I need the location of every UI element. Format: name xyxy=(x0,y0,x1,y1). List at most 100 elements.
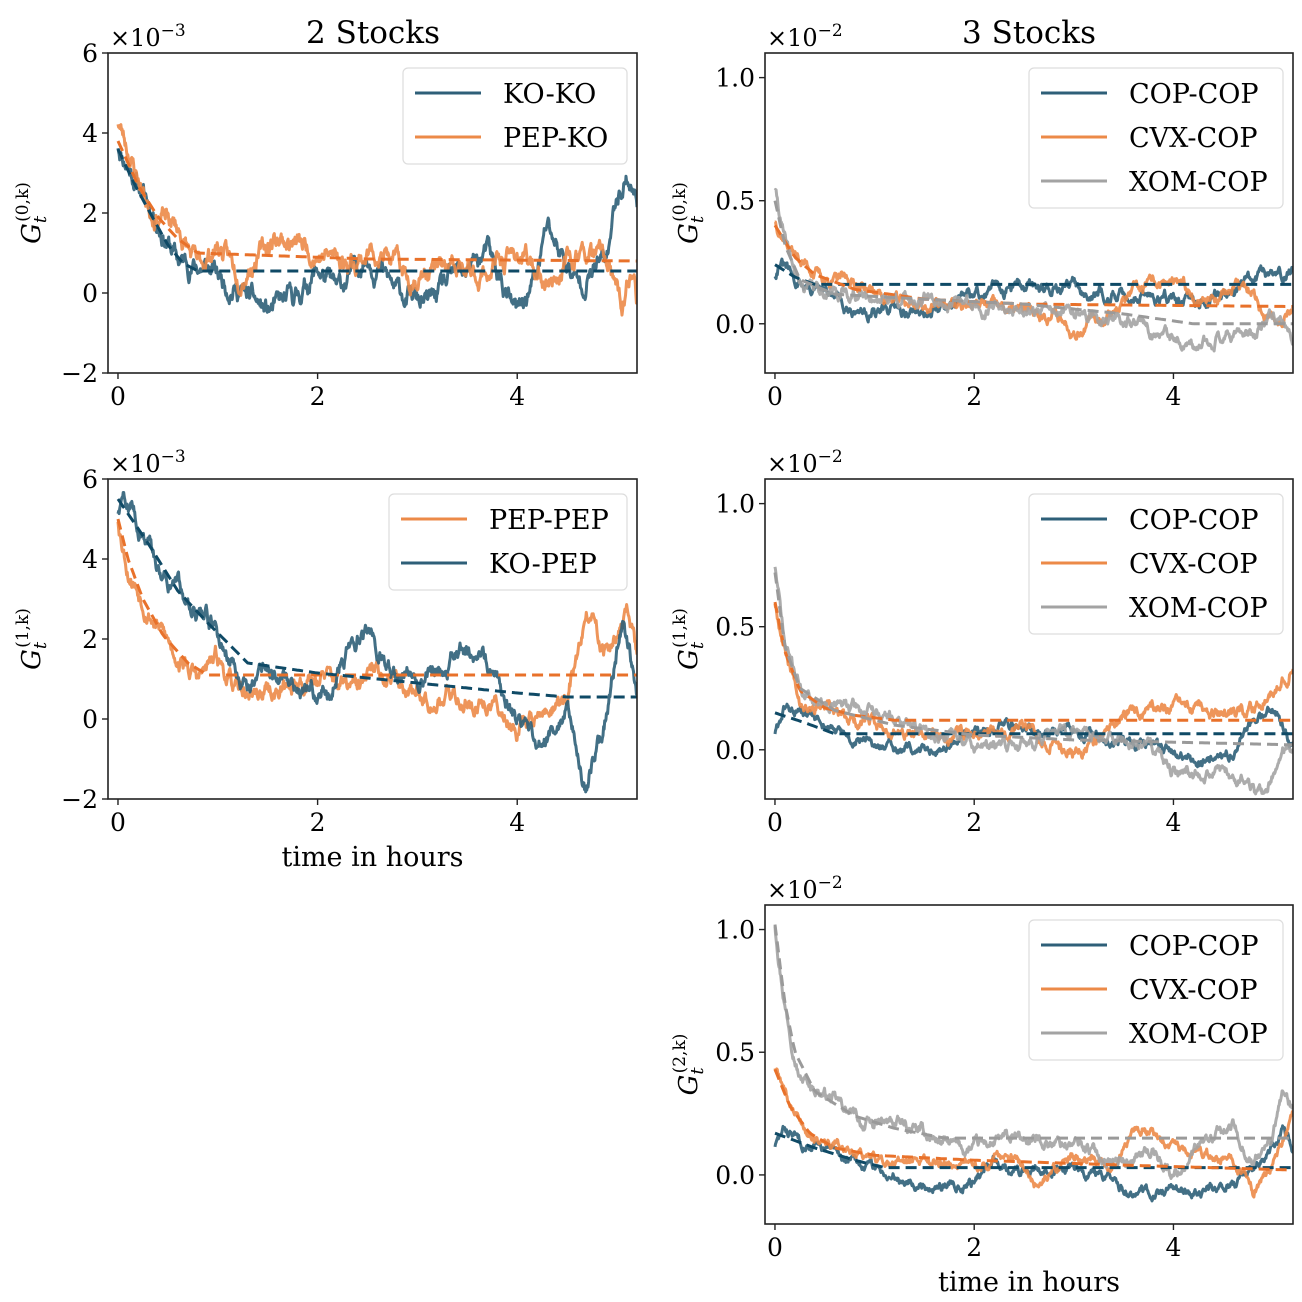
x-tick-label: 4 xyxy=(1165,382,1181,411)
fit-line-cvx-cop xyxy=(773,224,1293,308)
axes-frame xyxy=(764,478,1294,800)
legend-label-cvx-cop: CVX-COP xyxy=(1129,975,1258,1006)
legend-label-ko-pep: KO-PEP xyxy=(489,549,597,580)
legend-label-pep-pep: PEP-PEP xyxy=(489,505,609,536)
legend-box xyxy=(1028,67,1284,209)
y-tick-label: 0.0 xyxy=(715,1161,755,1190)
axis-offset-label: ×10−2 xyxy=(767,447,843,478)
x-tick-label: 0 xyxy=(110,382,126,411)
x-tick-label: 0 xyxy=(767,1233,783,1262)
x-tick-label: 2 xyxy=(310,808,326,837)
panel-panel-3stocks-1: 0 2 4 0.0 0.5 1.0 ×10−2 Gt(1,k) COP-COP CVX-COP XO… xyxy=(670,447,1294,837)
y-tick-label: 6 xyxy=(82,465,98,494)
axis-offset-label: ×10−3 xyxy=(110,21,186,52)
y-tick-label: 4 xyxy=(82,545,98,574)
legend: KO-KO PEP-KO xyxy=(402,67,628,165)
panel-panel-3stocks-0: 0 2 4 0.0 0.5 1.0 ×10−2 Gt(0,k) COP-COP CVX-COP XO… xyxy=(670,21,1294,411)
legend: COP-COP CVX-COP XOM-COP xyxy=(1028,67,1284,209)
column-title-3-stocks: 3 Stocks xyxy=(962,15,1096,51)
fit-line-cvx-cop xyxy=(773,1068,1293,1172)
y-axis-label: Gt(0,k) xyxy=(670,182,708,244)
y-axis-label: Gt(1,k) xyxy=(670,608,708,670)
legend-box xyxy=(1028,919,1284,1061)
fit-line-cop-cop xyxy=(774,711,1293,736)
plot-area xyxy=(116,491,637,794)
legend-box xyxy=(1028,493,1284,635)
panels: 0 2 4 −2 0 2 4 6 ×10−3 Gt(0,k) KO-KO PEP-KO 0 2 4 0.0 0.… xyxy=(13,21,1294,1298)
y-tick-label: 0.5 xyxy=(715,187,755,216)
y-axis-label: Gt(1,k) xyxy=(13,608,51,670)
plot-area xyxy=(116,123,637,317)
y-tick-label: 0 xyxy=(82,279,98,308)
x-tick-label: 4 xyxy=(509,808,525,837)
legend-label-xom-cop: XOM-COP xyxy=(1129,167,1268,198)
y-tick-label: 0.0 xyxy=(715,736,755,765)
x-tick-label: 2 xyxy=(966,382,982,411)
legend-label-cvx-cop: CVX-COP xyxy=(1129,123,1258,154)
legend-label-pep-ko: PEP-KO xyxy=(503,123,608,154)
y-tick-label: 0.5 xyxy=(715,613,755,642)
x-tick-label: 4 xyxy=(509,382,525,411)
panel-panel-2stocks-1: 0 2 4 −2 0 2 4 6 ×10−3 Gt(1,k) time in hours PEP-PE… xyxy=(13,447,638,873)
y-tick-label: 1.0 xyxy=(715,64,755,93)
x-tick-label: 2 xyxy=(966,1233,982,1262)
y-tick-label: −2 xyxy=(61,785,98,814)
y-tick-label: 6 xyxy=(82,39,98,68)
fit-line-xom-cop xyxy=(773,924,1293,1140)
plot-area xyxy=(773,566,1293,796)
plot-area xyxy=(773,188,1293,353)
legend: PEP-PEP KO-PEP xyxy=(388,493,628,591)
fit-line-pep-ko xyxy=(116,140,637,263)
panel-panel-2stocks-0: 0 2 4 −2 0 2 4 6 ×10−3 Gt(0,k) KO-KO PEP-KO xyxy=(13,21,638,411)
series-line-cop-cop xyxy=(773,1124,1293,1203)
column-title-2-stocks: 2 Stocks xyxy=(306,15,440,51)
axis-offset-label: ×10−3 xyxy=(110,447,186,478)
axes-frame xyxy=(764,904,1294,1225)
y-tick-label: 0 xyxy=(82,705,98,734)
y-tick-label: −2 xyxy=(61,359,98,388)
legend-label-xom-cop: XOM-COP xyxy=(1129,593,1268,624)
legend-label-ko-ko: KO-KO xyxy=(503,79,596,110)
fit-line-pep-pep xyxy=(116,518,637,677)
axes-frame xyxy=(764,52,1294,374)
x-tick-label: 4 xyxy=(1165,1233,1181,1262)
series-line-cvx-cop xyxy=(773,603,1293,760)
legend: COP-COP CVX-COP XOM-COP xyxy=(1028,919,1284,1061)
x-tick-label: 0 xyxy=(767,808,783,837)
y-tick-label: 4 xyxy=(82,119,98,148)
x-tick-label: 4 xyxy=(1165,808,1181,837)
legend-label-xom-cop: XOM-COP xyxy=(1129,1019,1268,1050)
fit-line-xom-cop xyxy=(773,200,1293,326)
legend: COP-COP CVX-COP XOM-COP xyxy=(1028,493,1284,635)
legend-label-cop-cop: COP-COP xyxy=(1129,931,1259,962)
series-line-ko-ko xyxy=(116,148,637,314)
y-tick-label: 0.5 xyxy=(715,1038,755,1067)
y-tick-label: 1.0 xyxy=(715,916,755,945)
y-tick-label: 1.0 xyxy=(715,490,755,519)
legend-label-cop-cop: COP-COP xyxy=(1129,505,1259,536)
panel-panel-3stocks-2: 0 2 4 0.0 0.5 1.0 ×10−2 Gt(2,k) time in hours COP… xyxy=(670,873,1294,1298)
y-axis-label: Gt(0,k) xyxy=(13,182,51,244)
legend-label-cop-cop: COP-COP xyxy=(1129,79,1259,110)
axis-offset-label: ×10−2 xyxy=(767,873,843,904)
series-line-ko-pep xyxy=(116,491,637,794)
fit-line-ko-ko xyxy=(116,148,637,273)
x-tick-label: 2 xyxy=(310,382,326,411)
x-tick-label: 2 xyxy=(966,808,982,837)
fit-line-xom-cop xyxy=(773,572,1293,747)
x-axis-label: time in hours xyxy=(938,1267,1120,1298)
x-tick-label: 0 xyxy=(110,808,126,837)
y-tick-label: 0.0 xyxy=(715,310,755,339)
x-axis-label: time in hours xyxy=(281,842,463,873)
y-tick-label: 2 xyxy=(82,625,98,654)
fit-line-cop-cop xyxy=(774,1131,1293,1170)
series-line-xom-cop xyxy=(773,566,1293,796)
plot-area xyxy=(773,924,1293,1203)
fit-line-cop-cop xyxy=(774,263,1293,286)
axis-offset-label: ×10−2 xyxy=(767,21,843,52)
fit-line-ko-pep xyxy=(116,498,637,699)
legend-label-cvx-cop: CVX-COP xyxy=(1129,549,1258,580)
series-line-xom-cop xyxy=(773,188,1293,353)
y-tick-label: 2 xyxy=(82,199,98,228)
